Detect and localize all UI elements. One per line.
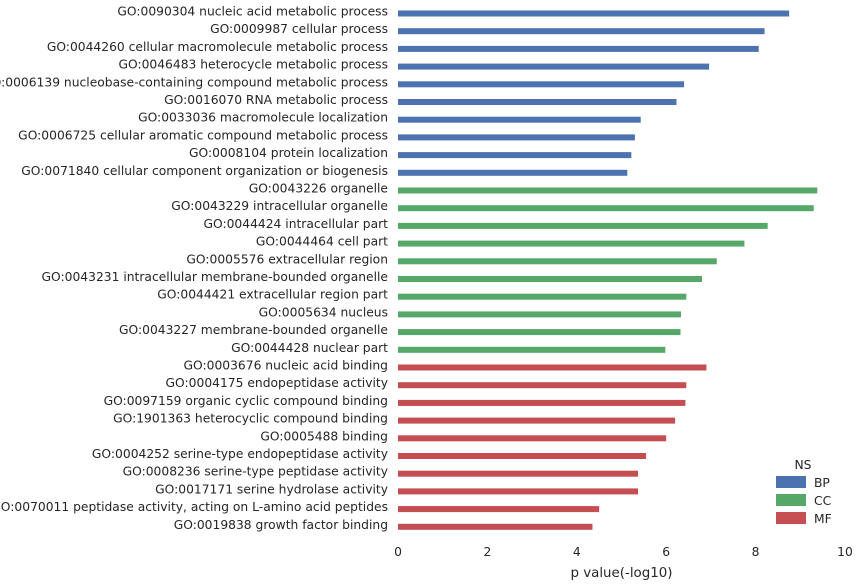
bar-bp xyxy=(398,116,641,123)
category-label: GO:0070011 peptidase activity, acting on… xyxy=(0,500,388,514)
x-tick-label: 6 xyxy=(662,545,670,559)
category-label: GO:0044421 extracellular region part xyxy=(157,288,388,302)
category-label: GO:0044424 intracellular part xyxy=(203,217,388,231)
bar-cc xyxy=(398,346,666,353)
category-label: GO:0006139 nucleobase-containing compoun… xyxy=(0,75,388,89)
bar-bp xyxy=(398,63,710,70)
bar-cc xyxy=(398,258,717,265)
category-label: GO:0006725 cellular aromatic compound me… xyxy=(18,128,388,142)
category-label: GO:0005576 extracellular region xyxy=(186,252,388,266)
bar-bp xyxy=(398,45,759,52)
x-axis-label: p value(-log10) xyxy=(570,566,672,581)
legend-label-cc: CC xyxy=(814,494,831,508)
x-tick-label: 4 xyxy=(573,545,581,559)
category-label: GO:0009987 cellular process xyxy=(210,22,388,36)
category-label: GO:0044260 cellular macromolecule metabo… xyxy=(47,40,388,54)
category-label: GO:0008236 serine-type peptidase activit… xyxy=(123,465,388,479)
bar-mf xyxy=(398,453,647,459)
category-label: GO:0043231 intracellular membrane-bounde… xyxy=(42,270,388,284)
category-label: GO:0005488 binding xyxy=(260,429,388,443)
legend-label-bp: BP xyxy=(814,476,830,490)
bar-cc xyxy=(398,329,681,336)
bar-bp xyxy=(398,169,628,176)
category-label: GO:0003676 nucleic acid binding xyxy=(184,359,389,373)
category-label: GO:0008104 protein localization xyxy=(189,146,388,160)
x-axis-ticks: 0 2 4 6 8 10 xyxy=(394,545,853,559)
category-label: GO:0004252 serine-type endopeptidase act… xyxy=(92,447,388,461)
bar-bp xyxy=(398,81,685,88)
category-label: GO:0071840 cellular component organizati… xyxy=(21,164,388,178)
legend-label-mf: MF xyxy=(814,512,832,526)
bar-mf xyxy=(398,488,639,495)
bar-cc xyxy=(398,222,768,229)
category-label: GO:0097159 organic cyclic compound bindi… xyxy=(104,394,388,408)
category-label: GO:0090304 nucleic acid metabolic proces… xyxy=(117,5,388,19)
bar-mf xyxy=(398,399,686,406)
bar-bp xyxy=(398,152,632,159)
bar-cc xyxy=(398,240,745,247)
category-label: GO:0043229 intracellular organelle xyxy=(171,199,388,213)
legend-entries: BP CC MF xyxy=(776,476,832,526)
bar-mf xyxy=(398,417,676,424)
category-label: GO:0046483 heterocycle metabolic process xyxy=(118,58,388,72)
category-label: GO:1901363 heterocyclic compound binding xyxy=(113,412,388,426)
x-tick-label: 8 xyxy=(752,545,760,559)
x-tick-label: 10 xyxy=(837,545,853,559)
bar-mf xyxy=(398,382,687,389)
bar-mf xyxy=(398,506,600,513)
legend: NS BP CC MF xyxy=(776,458,832,526)
category-label: GO:0044428 nuclear part xyxy=(231,341,388,355)
legend-swatch-mf xyxy=(776,512,806,524)
category-label: GO:0017171 serine hydrolase activity xyxy=(155,482,388,496)
legend-swatch-bp xyxy=(776,476,806,488)
x-tick-label: 2 xyxy=(483,545,491,559)
bar-mf xyxy=(398,523,593,530)
bars-layer xyxy=(398,10,818,530)
legend-swatch-cc xyxy=(776,494,806,506)
bar-cc xyxy=(398,187,818,194)
bar-mf xyxy=(398,435,667,442)
legend-title: NS xyxy=(794,458,811,472)
bar-bp xyxy=(398,134,635,141)
bar-mf xyxy=(398,470,639,477)
x-tick-label: 0 xyxy=(394,545,402,559)
bar-bp xyxy=(398,99,677,105)
bar-cc xyxy=(398,311,681,318)
bar-bp xyxy=(398,10,790,17)
category-label: GO:0033036 macromolecule localization xyxy=(138,111,388,125)
category-label: GO:0043226 organelle xyxy=(249,182,388,196)
category-label: GO:0019838 growth factor binding xyxy=(174,518,388,532)
bar-cc xyxy=(398,205,814,212)
category-label: GO:0016070 RNA metabolic process xyxy=(164,93,388,107)
bar-bp xyxy=(398,28,765,35)
category-label: GO:0005634 nucleus xyxy=(259,305,388,319)
bar-cc xyxy=(398,293,687,300)
bar-cc xyxy=(398,276,702,282)
category-label: GO:0043227 membrane-bounded organelle xyxy=(119,323,388,337)
category-label: GO:0004175 endopeptidase activity xyxy=(166,376,388,390)
category-labels: GO:0090304 nucleic acid metabolic proces… xyxy=(0,5,388,532)
category-label: GO:0044464 cell part xyxy=(256,235,388,249)
bar-mf xyxy=(398,364,707,371)
